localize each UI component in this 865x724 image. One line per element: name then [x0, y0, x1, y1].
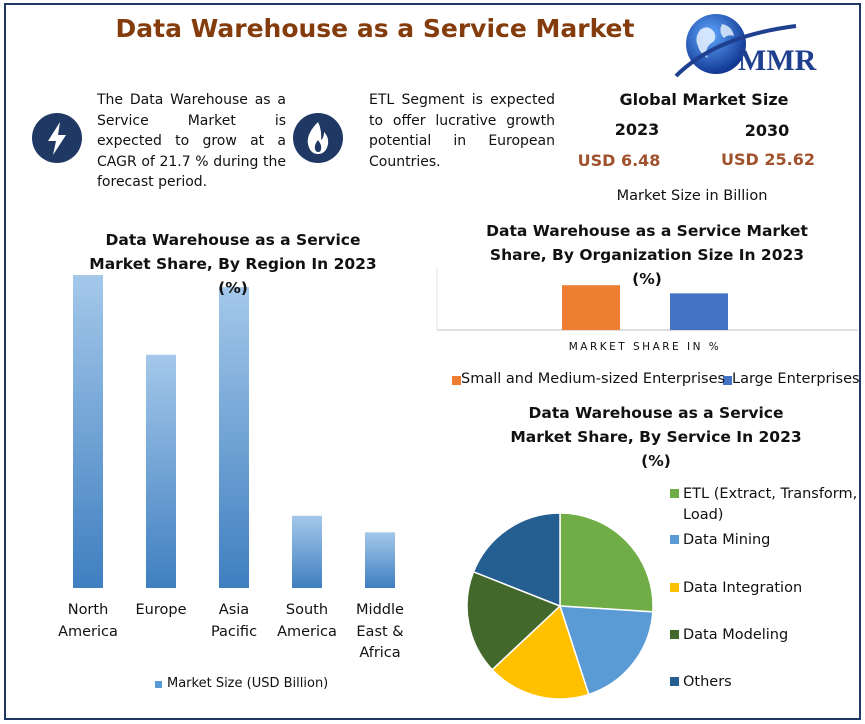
- legend-label: Others: [683, 674, 732, 690]
- amount: USD 25.62: [721, 150, 815, 169]
- bar: [146, 354, 176, 588]
- bar: [292, 515, 322, 588]
- year: 2023: [614, 120, 660, 139]
- chart-title: Data Warehouse as a Service Market Share…: [486, 222, 808, 288]
- highlight: ETL Segment is expected to offer lucrati…: [369, 92, 555, 170]
- market-heading: Global Market Size: [619, 90, 789, 109]
- bar: [219, 287, 249, 588]
- chart-title: Data Warehouse as a Service Market Share…: [89, 231, 377, 297]
- amount: USD 6.48: [577, 151, 661, 170]
- legend-label: Data Integration: [683, 580, 803, 596]
- bar: [670, 293, 728, 330]
- legend-swatch: [670, 583, 679, 592]
- year: 2030: [744, 121, 790, 140]
- pie-slice: [558, 605, 654, 696]
- bar: [73, 275, 103, 588]
- pie-slice: [466, 570, 562, 671]
- legend-label: ETL (Extract, Transform, Load): [683, 486, 858, 523]
- legend-label: Data Modeling: [683, 627, 789, 643]
- chart-title: Data Warehouse as a Service Market Share…: [510, 404, 802, 470]
- x-tick-label: Europe: [135, 602, 187, 618]
- legend-swatch: [670, 677, 679, 686]
- pie-slice: [472, 512, 561, 608]
- pie-slice: [559, 512, 654, 613]
- bar: [365, 532, 395, 588]
- legend-swatch: [155, 681, 162, 688]
- highlight: The Data Warehouse as a Service Market i…: [97, 92, 286, 190]
- x-tick-label: Middle East & Africa: [356, 602, 404, 661]
- logo-globe: [674, 14, 797, 78]
- legend-label: Market Size (USD Billion): [167, 676, 329, 691]
- flame: [307, 122, 329, 154]
- bolt: [48, 122, 66, 155]
- x-tick-label: Asia Pacific: [210, 602, 258, 640]
- legend-label: Large Enterprises: [732, 371, 860, 387]
- legend-swatch: [670, 489, 679, 498]
- legend-swatch: [670, 630, 679, 639]
- bar: [562, 285, 620, 330]
- legend-swatch: [723, 376, 732, 385]
- x-axis-label: MARKET SHARE IN %: [568, 341, 722, 353]
- title: Data Warehouse as a Service Market: [115, 14, 635, 43]
- frame: [4, 3, 861, 720]
- legend-swatch: [670, 535, 679, 544]
- legend-label: Data Mining: [683, 532, 771, 548]
- legend-label: Small and Medium-sized Enterprises: [461, 371, 726, 387]
- logo-text: MMR: [738, 44, 817, 77]
- legend-swatch: [452, 376, 461, 385]
- pie-slice: [491, 604, 590, 700]
- x-tick-label: South America: [277, 602, 337, 640]
- market-note: Market Size in Billion: [616, 188, 768, 204]
- x-tick-label: North America: [58, 602, 118, 640]
